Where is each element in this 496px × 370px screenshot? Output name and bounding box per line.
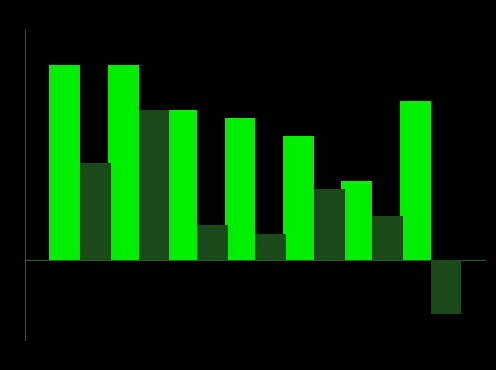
Bar <box>166 110 197 260</box>
Bar <box>255 234 286 260</box>
Bar <box>108 65 139 260</box>
Bar <box>197 225 228 260</box>
Bar <box>372 216 403 260</box>
Bar <box>50 65 80 260</box>
Bar <box>283 136 314 260</box>
Bar <box>341 181 372 260</box>
Bar <box>139 110 170 260</box>
Bar <box>225 118 255 260</box>
Bar <box>80 163 111 260</box>
Bar <box>314 189 345 260</box>
Bar <box>431 260 461 314</box>
Bar <box>400 101 431 260</box>
